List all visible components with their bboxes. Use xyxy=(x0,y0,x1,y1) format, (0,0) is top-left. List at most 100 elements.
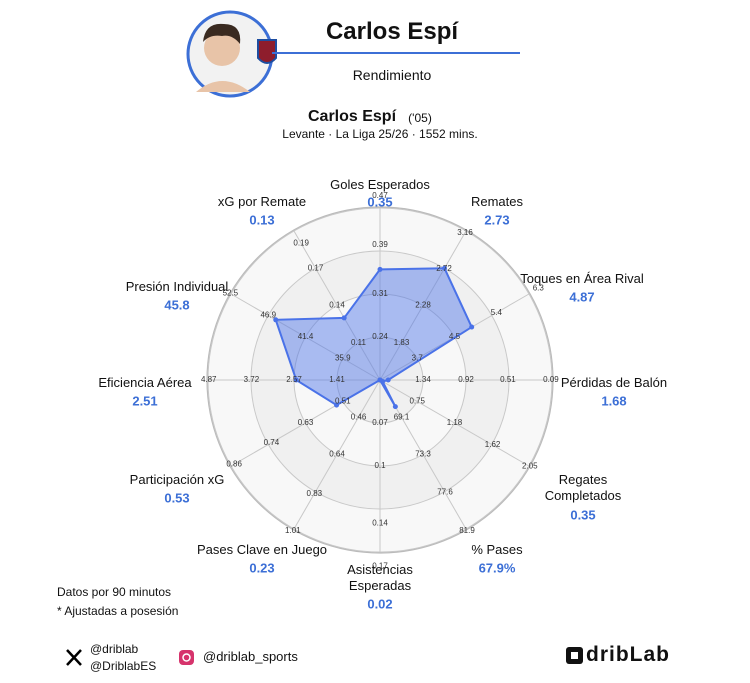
tick-label: 3.72 xyxy=(244,375,260,384)
instagram-icon xyxy=(179,650,194,665)
x-handle: @driblab xyxy=(90,642,139,656)
radar-point xyxy=(334,402,340,408)
tick-label: 2.57 xyxy=(286,375,302,384)
tick-label: 0.31 xyxy=(372,289,388,298)
value-label: 2.73 xyxy=(484,212,510,228)
brand-icon xyxy=(566,647,583,664)
axis-label: Presión Individual xyxy=(125,279,229,294)
avatar xyxy=(186,10,520,98)
tick-label: 0.14 xyxy=(372,518,388,527)
tick-label: 0.1 xyxy=(374,461,386,470)
axis-label: Remates xyxy=(470,194,524,209)
tick-label: 81.9 xyxy=(459,526,475,535)
axis-label: Pases Clave en Juego xyxy=(196,542,328,557)
axis-label: % Pases xyxy=(471,542,523,557)
tick-label: 0.09 xyxy=(543,375,559,384)
tick-label: 1.41 xyxy=(329,375,345,384)
spoke xyxy=(379,230,467,381)
tick-label: 0.17 xyxy=(372,561,388,570)
tick-label: 35.9 xyxy=(335,354,351,363)
value-label: 0.35 xyxy=(367,194,393,210)
axis-label: Participación xG xyxy=(129,472,225,487)
radar-point xyxy=(293,377,299,383)
tick-label: 5.4 xyxy=(491,308,503,317)
radar-point xyxy=(392,404,398,410)
header-subtitle: Rendimiento xyxy=(352,67,432,83)
value-label: 0.02 xyxy=(367,596,393,612)
tick-label: 2.28 xyxy=(415,301,431,310)
tick-label: 0.39 xyxy=(372,240,388,249)
header-title: Carlos Espí xyxy=(325,18,459,45)
tick-label: 0.75 xyxy=(409,397,425,406)
tick-label: 0.51 xyxy=(335,397,351,406)
radar-point xyxy=(385,377,391,383)
tick-label: 0.14 xyxy=(329,301,345,310)
value-label: 45.8 xyxy=(164,297,190,313)
outer-ring xyxy=(206,206,554,554)
tick-label: 0.64 xyxy=(329,450,345,459)
tick-label: 0.51 xyxy=(500,375,516,384)
tick-label: 0.74 xyxy=(264,438,280,447)
tick-label: 52.5 xyxy=(223,289,239,298)
tick-label: 0.46 xyxy=(351,412,367,421)
tick-label: 46.9 xyxy=(260,311,276,320)
tick-label: 41.4 xyxy=(298,332,314,341)
radar-point xyxy=(469,324,475,330)
tick-label: 6.3 xyxy=(533,284,545,293)
tick-label: 0.92 xyxy=(458,375,474,384)
chart-subtitle: Levante · La Liga 25/26 · 1552 mins. xyxy=(282,127,478,141)
tick-label: 1.62 xyxy=(485,440,501,449)
x-handle: @DriblabES xyxy=(90,659,157,673)
radar-area xyxy=(274,267,473,408)
axis-label: Regates Completados xyxy=(544,472,622,503)
tick-label: 73.3 xyxy=(415,450,431,459)
axis-label: Goles Esperados xyxy=(330,177,430,192)
value-label: 67.9% xyxy=(478,560,516,576)
x-icon xyxy=(66,649,82,666)
value-label: 0.23 xyxy=(249,560,275,576)
radar-point xyxy=(377,377,383,383)
tick-label: 2.05 xyxy=(522,462,538,471)
axis-label: Eficiencia Aérea xyxy=(98,375,192,390)
spoke xyxy=(230,293,381,381)
tick-label: 0.86 xyxy=(226,459,242,468)
spoke xyxy=(293,379,381,530)
radar-point xyxy=(442,265,447,271)
value-label: 4.87 xyxy=(569,289,595,305)
axis-label: Asistencias Esperadas xyxy=(347,562,413,593)
radar-point xyxy=(273,317,279,323)
value-label: 2.51 xyxy=(132,393,158,409)
note: Datos por 90 minutos xyxy=(57,585,172,599)
tick-label: 77.6 xyxy=(437,488,453,497)
tick-label: 0.47 xyxy=(372,191,388,200)
instagram-handle: @driblab_sports xyxy=(203,649,298,664)
tick-label: 0.17 xyxy=(308,263,324,272)
spoke xyxy=(379,379,530,467)
chart-title: Carlos Espí xyxy=(307,108,397,125)
note: * Ajustadas a posesión xyxy=(57,604,179,618)
axis-label: Toques en Área Rival xyxy=(520,271,644,286)
tick-label: 0.11 xyxy=(351,338,367,347)
value-label: 0.53 xyxy=(164,490,190,506)
tick-label: 1.83 xyxy=(394,338,410,347)
radar-point xyxy=(341,315,347,321)
tick-label: 0.24 xyxy=(372,332,388,341)
tick-label: 3.16 xyxy=(457,228,473,237)
radar: 0.24 0.31 0.39 0.47 1.83 2.28 2.72 3.16 3.7 4.5 5.… xyxy=(201,191,559,571)
tick-label: 1.18 xyxy=(447,418,463,427)
tick-label: 4.5 xyxy=(449,332,461,341)
radar-point xyxy=(377,266,383,272)
chart-title-note: ('05) xyxy=(408,111,432,125)
value-label: 0.35 xyxy=(570,507,596,523)
tick-label: 4.87 xyxy=(201,375,217,384)
value-label: 1.68 xyxy=(601,393,627,409)
tick-label: 3.7 xyxy=(412,354,424,363)
tick-label: 2.72 xyxy=(436,264,452,273)
spoke xyxy=(293,230,381,381)
value-label: 0.13 xyxy=(249,212,275,228)
tick-label: 1.34 xyxy=(415,375,431,384)
axis-label: Pérdidas de Balón xyxy=(560,375,668,390)
tick-label: 0.07 xyxy=(372,418,388,427)
